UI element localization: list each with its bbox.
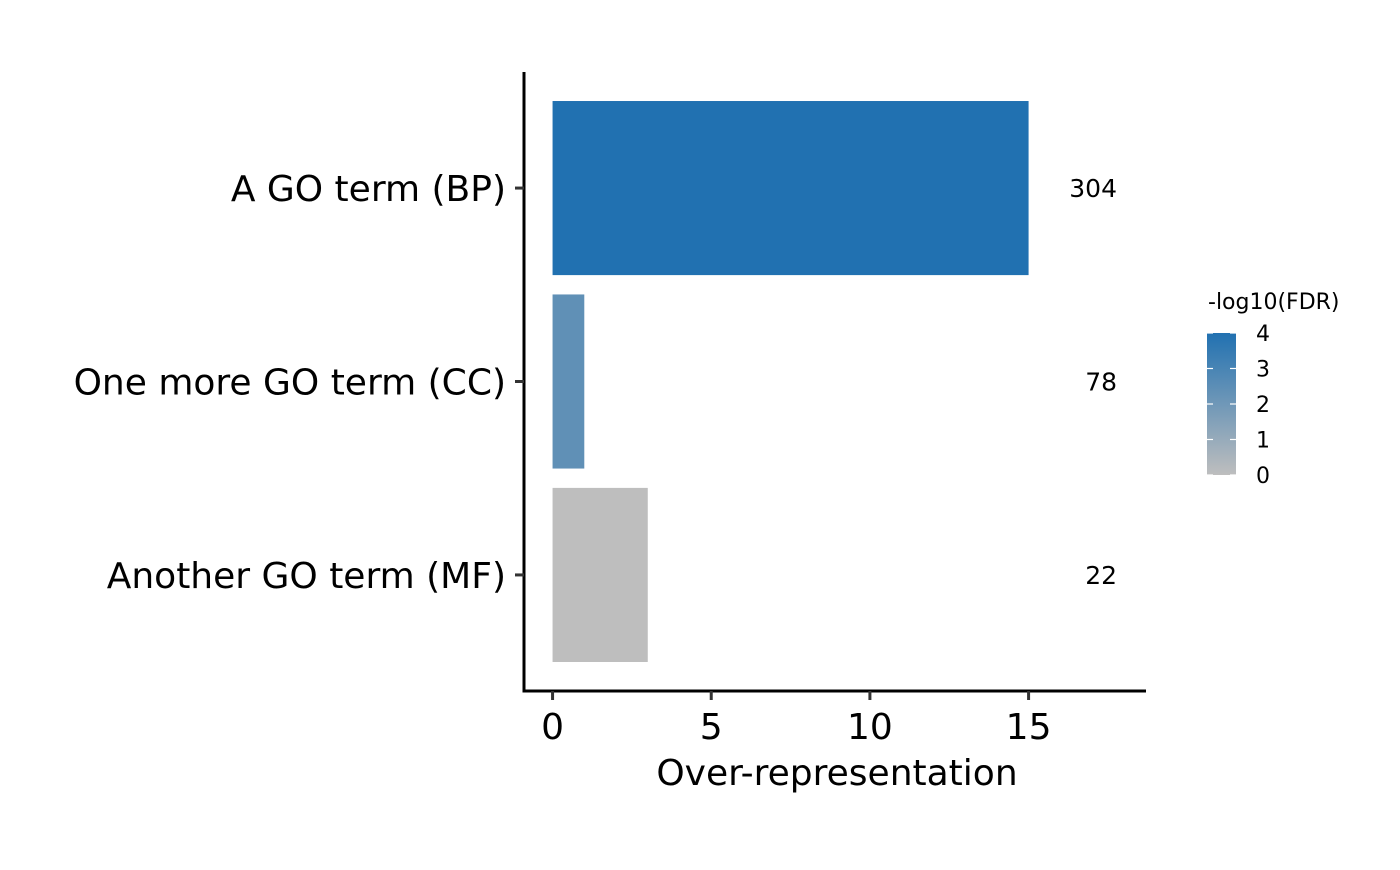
bar-value-label: 22 (1085, 561, 1117, 590)
bar-value-labels: 304 78 22 (1069, 174, 1117, 590)
y-tick-label: Another GO term (MF) (107, 556, 506, 597)
x-tick-label: 10 (847, 707, 893, 748)
x-tick-label: 5 (700, 707, 723, 748)
bar-value-label: 78 (1085, 368, 1117, 397)
bars-layer (552, 101, 1029, 662)
bar (552, 101, 1029, 276)
color-legend: -log10(FDR) 4 3 2 1 0 (1207, 290, 1340, 489)
legend-tick-label: 1 (1256, 429, 1270, 454)
y-axis-ticks: A GO term (BP) One more GO term (CC) Anoth… (74, 169, 524, 597)
x-tick-label: 15 (1006, 707, 1052, 748)
legend-tick-label: 2 (1256, 393, 1270, 418)
legend-tick-label: 0 (1256, 464, 1270, 489)
bar (552, 294, 585, 469)
x-tick-label: 0 (541, 707, 564, 748)
bar (552, 487, 648, 662)
x-axis-ticks: 0 5 10 15 (541, 691, 1051, 748)
legend-tick-label: 3 (1256, 358, 1270, 383)
x-axis-title: Over-representation (656, 753, 1017, 794)
legend-ticks: 4 3 2 1 0 (1207, 322, 1270, 489)
bar-value-label: 304 (1069, 174, 1117, 203)
legend-tick-label: 4 (1256, 322, 1270, 347)
y-tick-label: A GO term (BP) (231, 169, 506, 210)
y-tick-label: One more GO term (CC) (74, 363, 506, 404)
legend-title: -log10(FDR) (1208, 290, 1340, 315)
